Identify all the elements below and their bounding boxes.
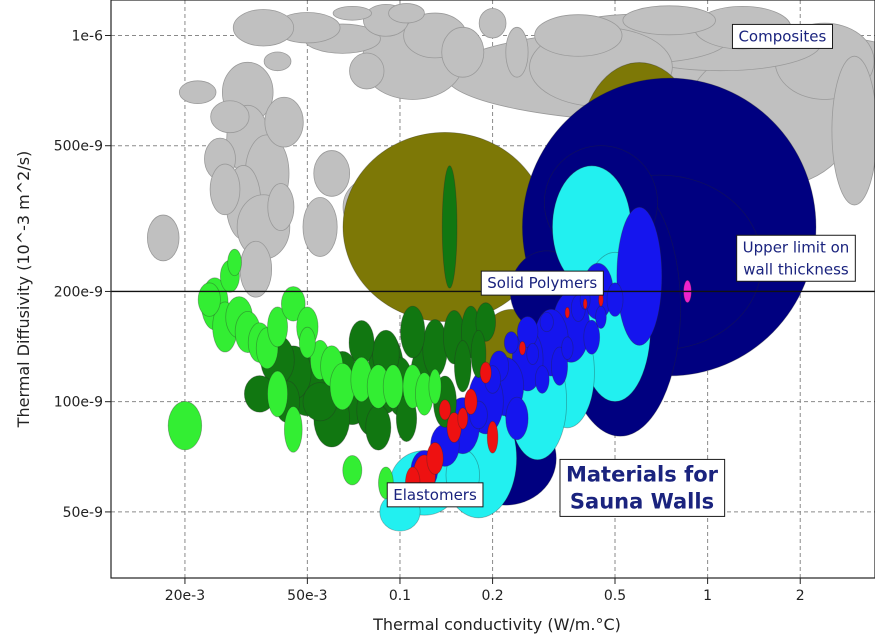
material-bubble[interactable] xyxy=(606,282,624,317)
x-axis-title: Thermal conductivity (W/m.°C) xyxy=(372,615,621,634)
material-bubble[interactable] xyxy=(349,52,385,90)
y-axis-title: Thermal Diffusivity (10^-3 m^2/s) xyxy=(14,151,33,429)
material-bubble[interactable] xyxy=(478,8,507,39)
material-bubble[interactable] xyxy=(534,14,623,57)
material-bubble[interactable] xyxy=(486,420,499,454)
y-tick-label: 1e-6 xyxy=(72,28,104,44)
material-bubble[interactable] xyxy=(457,407,469,430)
material-bubble[interactable] xyxy=(516,316,539,348)
chart-title-annotation-box xyxy=(559,458,726,517)
limit-line-label-text: wall thickness xyxy=(743,260,849,278)
y-tick-label: 100e-9 xyxy=(54,395,103,411)
series-group xyxy=(405,292,604,500)
material-bubble[interactable] xyxy=(267,183,295,232)
material-bubble[interactable] xyxy=(178,80,217,104)
material-bubble[interactable] xyxy=(227,248,242,277)
material-bubble[interactable] xyxy=(464,388,478,415)
x-tick-label: 0.2 xyxy=(481,588,503,604)
material-bubble[interactable] xyxy=(583,319,601,355)
y-tick-label: 50e-9 xyxy=(63,505,103,521)
material-bubble[interactable] xyxy=(400,305,426,359)
material-bubble[interactable] xyxy=(438,399,452,421)
material-bubble[interactable] xyxy=(539,311,554,333)
material-bubble[interactable] xyxy=(595,305,607,329)
limit-line-label: Upper limit on wall thickness xyxy=(736,234,856,282)
material-bubble[interactable] xyxy=(298,326,316,359)
material-bubble[interactable] xyxy=(582,298,588,310)
material-bubble[interactable] xyxy=(428,368,442,405)
group-label-text: Solid Polymers xyxy=(487,274,597,292)
x-tick-label: 50e-3 xyxy=(287,588,327,604)
material-bubble[interactable] xyxy=(167,401,203,451)
chart-title-annotation: Materials for Sauna Walls xyxy=(559,458,726,517)
material-bubble[interactable] xyxy=(302,197,338,257)
y-tick-label: 200e-9 xyxy=(54,284,103,300)
material-bubble[interactable] xyxy=(479,361,492,384)
material-bubble[interactable] xyxy=(239,240,273,298)
material-bubble[interactable] xyxy=(280,286,306,322)
material-bubble[interactable] xyxy=(831,55,875,206)
material-bubble[interactable] xyxy=(616,206,663,346)
material-bubble[interactable] xyxy=(209,163,241,216)
material-bubble[interactable] xyxy=(505,396,529,441)
group-label-text: Elastomers xyxy=(393,486,477,504)
material-bubble[interactable] xyxy=(365,404,392,451)
material-bubble[interactable] xyxy=(505,26,529,78)
material-bubble[interactable] xyxy=(313,150,351,197)
material-bubble[interactable] xyxy=(564,306,571,319)
material-bubble[interactable] xyxy=(342,455,363,486)
annotation-labels: Composites Solid Polymers Elastomers Upper … xyxy=(386,23,856,517)
chart-title-annotation-text: Materials for xyxy=(566,462,719,486)
y-tick-label: 500e-9 xyxy=(54,139,103,155)
material-bubble[interactable] xyxy=(283,406,303,453)
material-bubble[interactable] xyxy=(503,331,519,354)
material-bubble[interactable] xyxy=(332,5,372,21)
group-label: Solid Polymers xyxy=(480,270,604,296)
limit-line-label-box xyxy=(736,234,856,282)
tick-labels: 20e-3 50e-3 0.1 0.2 0.5 1 2 50e-9 100e-9 200e-9 50… xyxy=(54,28,805,604)
material-bubble[interactable] xyxy=(441,26,485,78)
limit-line-label-text: Upper limit on xyxy=(743,238,850,256)
group-label-box xyxy=(386,482,484,508)
material-bubble[interactable] xyxy=(147,214,180,262)
x-tick-label: 1 xyxy=(703,588,712,604)
material-bubble[interactable] xyxy=(197,282,221,317)
x-tick-label: 0.5 xyxy=(604,588,626,604)
material-bubble[interactable] xyxy=(232,9,295,47)
material-bubble[interactable] xyxy=(622,5,716,36)
group-label-box xyxy=(480,270,604,296)
x-tick-label: 2 xyxy=(796,588,805,604)
material-bubble[interactable] xyxy=(263,51,292,72)
x-tick-label: 0.1 xyxy=(389,588,411,604)
chart-title-annotation-text: Sauna Walls xyxy=(570,489,714,513)
material-bubble[interactable] xyxy=(267,306,288,348)
material-bubble[interactable] xyxy=(264,96,304,148)
material-bubble[interactable] xyxy=(210,100,250,134)
material-bubble[interactable] xyxy=(534,365,550,394)
material-bubble[interactable] xyxy=(518,340,527,356)
material-bubble[interactable] xyxy=(526,342,540,365)
group-label-box xyxy=(731,23,834,49)
group-label: Composites xyxy=(731,23,834,49)
group-label: Elastomers xyxy=(386,482,484,508)
material-bubble[interactable] xyxy=(454,340,472,393)
material-bubble[interactable] xyxy=(388,3,425,24)
x-tick-label: 20e-3 xyxy=(165,588,205,604)
group-label-text: Composites xyxy=(738,27,826,45)
material-bubble[interactable] xyxy=(382,364,404,409)
series-group xyxy=(167,248,442,500)
material-bubble[interactable] xyxy=(426,442,444,475)
material-bubble[interactable] xyxy=(561,336,574,360)
material-bubble[interactable] xyxy=(267,370,288,418)
series-group xyxy=(410,206,663,491)
material-bubble[interactable] xyxy=(441,165,458,289)
